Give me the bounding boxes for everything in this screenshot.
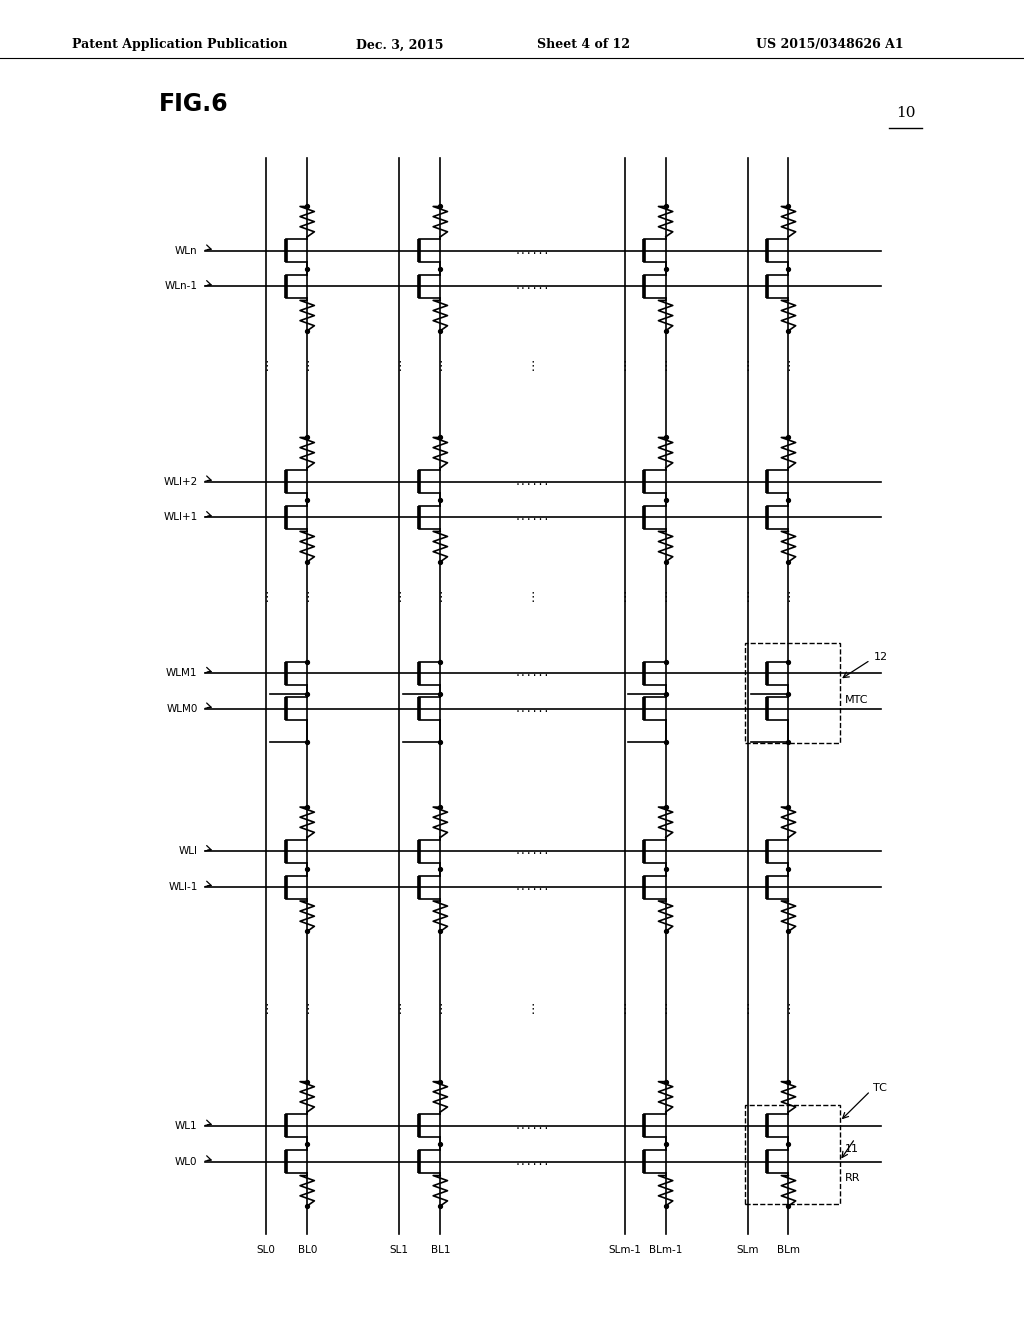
Text: TC: TC: [873, 1084, 888, 1093]
Text: ⋮: ⋮: [782, 1003, 795, 1016]
Text: WL0: WL0: [175, 1156, 198, 1167]
Text: WLn-1: WLn-1: [165, 281, 198, 292]
Text: ⋮: ⋮: [659, 360, 672, 374]
Text: ⋮: ⋮: [434, 1003, 446, 1016]
Text: ⋮: ⋮: [618, 360, 631, 374]
Text: BL1: BL1: [430, 1245, 451, 1255]
Text: ⋮: ⋮: [659, 1003, 672, 1016]
Text: BL0: BL0: [298, 1245, 316, 1255]
Text: MTC: MTC: [845, 694, 868, 705]
Text: ⋮: ⋮: [618, 1003, 631, 1016]
Text: ⋮: ⋮: [260, 591, 272, 605]
Text: ⋮: ⋮: [526, 1003, 539, 1016]
Text: 10: 10: [896, 106, 916, 120]
Text: BLm-1: BLm-1: [649, 1245, 682, 1255]
Text: ⋮: ⋮: [393, 591, 406, 605]
Text: ⋮: ⋮: [526, 591, 539, 605]
Text: ⋮: ⋮: [741, 1003, 754, 1016]
Text: SL1: SL1: [390, 1245, 409, 1255]
Text: SLm-1: SLm-1: [608, 1245, 641, 1255]
Text: US 2015/0348626 A1: US 2015/0348626 A1: [756, 38, 903, 51]
Text: ......: ......: [515, 512, 550, 523]
Text: WLM0: WLM0: [166, 704, 198, 714]
Text: SL0: SL0: [257, 1245, 275, 1255]
Text: Sheet 4 of 12: Sheet 4 of 12: [538, 38, 630, 51]
Text: ⋮: ⋮: [618, 591, 631, 605]
Bar: [745, 1105, 840, 1204]
Text: ⋮: ⋮: [741, 360, 754, 374]
Text: Patent Application Publication: Patent Application Publication: [72, 38, 287, 51]
Text: ⋮: ⋮: [434, 591, 446, 605]
Text: ......: ......: [515, 704, 550, 714]
Text: ⋮: ⋮: [741, 591, 754, 605]
Text: ......: ......: [515, 1156, 550, 1167]
Text: ⋮: ⋮: [782, 591, 795, 605]
Text: ⋮: ⋮: [526, 360, 539, 374]
Text: WLI: WLI: [178, 846, 198, 857]
Text: WLI-1: WLI-1: [168, 882, 198, 892]
Text: BLm: BLm: [777, 1245, 800, 1255]
Text: ......: ......: [515, 668, 550, 678]
Text: ⋮: ⋮: [260, 1003, 272, 1016]
Text: ⋮: ⋮: [301, 591, 313, 605]
Text: ......: ......: [515, 846, 550, 857]
Text: WL1: WL1: [175, 1121, 198, 1131]
Text: 12: 12: [873, 652, 888, 663]
Text: ⋮: ⋮: [434, 360, 446, 374]
Bar: [745, 643, 840, 743]
Text: WLM1: WLM1: [166, 668, 198, 678]
Text: ......: ......: [515, 477, 550, 487]
Text: ⋮: ⋮: [260, 360, 272, 374]
Text: ......: ......: [515, 246, 550, 256]
Text: ⋮: ⋮: [301, 360, 313, 374]
Text: ......: ......: [515, 1121, 550, 1131]
Text: ......: ......: [515, 882, 550, 892]
Text: RR: RR: [845, 1173, 860, 1183]
Text: WLI+2: WLI+2: [164, 477, 198, 487]
Text: ⋮: ⋮: [393, 360, 406, 374]
Text: SLm: SLm: [736, 1245, 759, 1255]
Text: ......: ......: [515, 281, 550, 292]
Text: WLI+1: WLI+1: [164, 512, 198, 523]
Text: ⋮: ⋮: [659, 591, 672, 605]
Text: ⋮: ⋮: [301, 1003, 313, 1016]
Text: ⋮: ⋮: [782, 360, 795, 374]
Text: FIG.6: FIG.6: [159, 92, 228, 116]
Text: WLn: WLn: [175, 246, 198, 256]
Text: ⋮: ⋮: [393, 1003, 406, 1016]
Text: 11: 11: [845, 1144, 859, 1154]
Text: Dec. 3, 2015: Dec. 3, 2015: [355, 38, 443, 51]
